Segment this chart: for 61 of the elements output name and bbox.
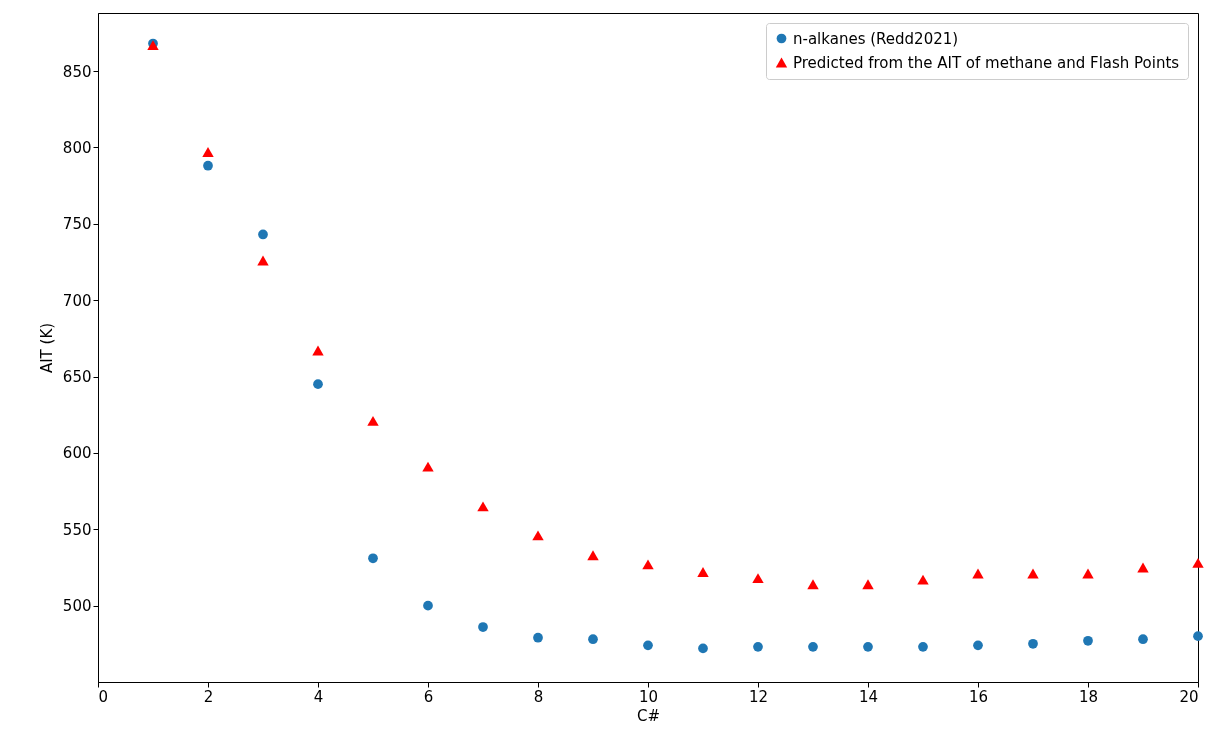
point — [752, 573, 764, 584]
point — [313, 379, 323, 390]
point — [698, 643, 708, 654]
point — [808, 642, 818, 652]
point — [972, 568, 984, 579]
y-tick-label: 700 — [62, 291, 92, 310]
point — [312, 345, 324, 356]
x-tick-label: 4 — [313, 687, 324, 706]
x-tick-label: 2 — [203, 687, 214, 706]
point — [1137, 562, 1149, 573]
point — [367, 415, 379, 426]
point — [478, 622, 488, 632]
point — [1083, 635, 1093, 646]
point — [1193, 631, 1203, 642]
point — [697, 567, 709, 577]
y-axis-title: AIT (K) — [37, 322, 56, 374]
point — [1082, 568, 1094, 579]
point — [1028, 638, 1038, 649]
x-axis-title: C# — [636, 706, 661, 725]
y-tick-label: 850 — [62, 62, 92, 81]
point — [642, 559, 654, 570]
y-tick-label: 800 — [62, 138, 92, 157]
y-tick-label: 600 — [62, 444, 92, 463]
x-tick-label: 16 — [968, 687, 989, 706]
x-tick-label: 12 — [748, 687, 769, 706]
x-tick-label: 20 — [1179, 687, 1199, 706]
point — [863, 642, 873, 652]
x-tick-label: 6 — [423, 687, 434, 706]
point — [973, 640, 983, 651]
point — [1138, 634, 1148, 645]
y-tick-label: 550 — [62, 520, 92, 539]
point — [202, 147, 214, 157]
point — [422, 461, 434, 472]
point — [1192, 557, 1204, 568]
point — [368, 553, 378, 564]
point — [203, 160, 213, 171]
point — [807, 579, 819, 590]
point — [532, 530, 544, 541]
y-tick-label: 750 — [62, 215, 92, 234]
point — [917, 574, 929, 585]
point — [1027, 568, 1039, 579]
point — [423, 600, 433, 611]
x-tick-label: 8 — [533, 687, 544, 706]
point — [533, 632, 543, 643]
legend-label: Predicted from the AIT of methane and Flash Points — [793, 53, 1180, 72]
point — [753, 642, 763, 652]
point — [862, 579, 874, 590]
point — [258, 229, 268, 240]
point — [588, 634, 598, 645]
x-tick-label: 18 — [1078, 687, 1099, 706]
point — [587, 550, 599, 561]
y-tick-label: 500 — [62, 597, 92, 616]
point — [918, 642, 928, 652]
point — [643, 640, 653, 651]
y-tick-label: 650 — [62, 368, 92, 387]
x-tick-label: 10 — [638, 687, 659, 706]
point — [257, 255, 269, 266]
legend-label: n-alkanes (Redd2021) — [793, 29, 959, 48]
x-tick-label: 14 — [858, 687, 879, 706]
point — [477, 501, 489, 512]
x-tick-label: 0 — [98, 687, 109, 706]
